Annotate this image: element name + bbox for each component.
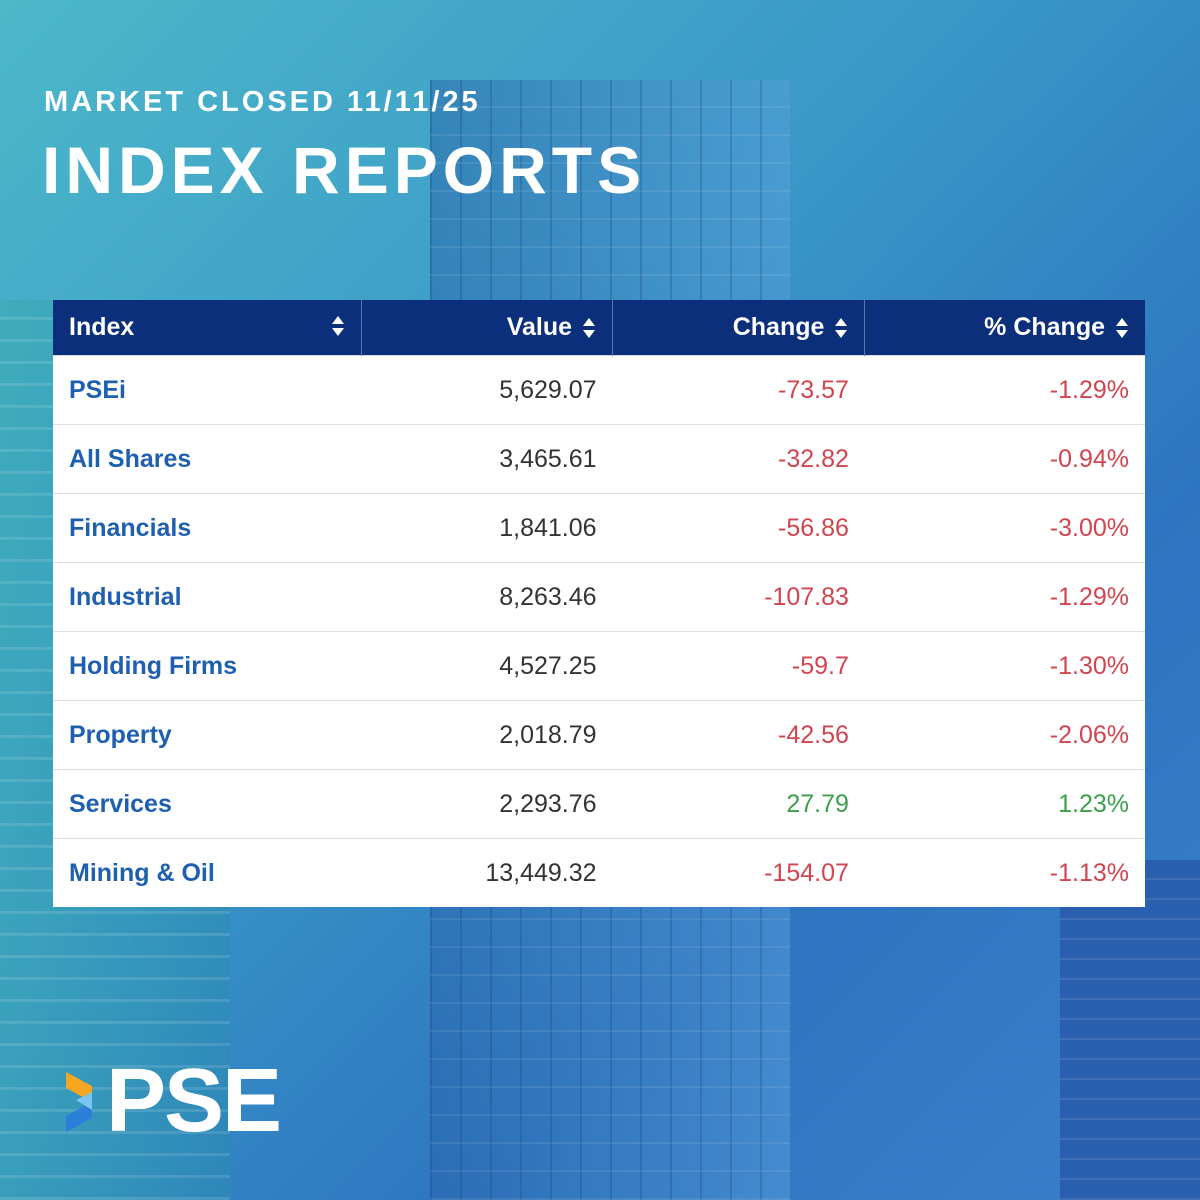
cell-value: -0.94% <box>864 424 1145 494</box>
index-name[interactable]: All Shares <box>53 424 362 494</box>
cell-value: 5,629.07 <box>361 355 613 425</box>
index-name[interactable]: Industrial <box>53 562 362 632</box>
subtitle: MARKET CLOSED 11/11/25 <box>44 86 481 118</box>
table-row: Holding Firms 4,527.25 -59.7 -1.30% <box>53 631 1145 701</box>
cell-value: -42.56 <box>612 700 865 770</box>
cell-value: 1.23% <box>864 769 1145 839</box>
index-name[interactable]: Financials <box>53 493 362 563</box>
table-row: Industrial 8,263.46 -107.83 -1.29% <box>53 562 1145 632</box>
column-label: Value <box>506 313 573 341</box>
header-row: Index Value Change % Change <box>53 300 1145 356</box>
column-header[interactable]: Index <box>53 300 362 356</box>
cell-value: -73.57 <box>612 355 865 425</box>
logo-mark <box>66 1071 92 1132</box>
cell-value: -1.29% <box>864 355 1145 425</box>
table-row: PSEi 5,629.07 -73.57 -1.29% <box>53 355 1145 425</box>
cell-value: -154.07 <box>612 838 865 907</box>
cell-value: -56.86 <box>612 493 865 563</box>
cell-value: -2.06% <box>864 700 1145 770</box>
column-label: Index <box>69 313 135 341</box>
cell-value: 4,527.25 <box>361 631 613 701</box>
sort-icon[interactable] <box>582 317 596 339</box>
column-header[interactable]: % Change <box>864 300 1145 356</box>
column-header[interactable]: Change <box>612 300 866 356</box>
cell-value: -32.82 <box>612 424 865 494</box>
table-row: Financials 1,841.06 -56.86 -3.00% <box>53 493 1145 563</box>
logo-text: PSE <box>106 1051 282 1151</box>
index-name[interactable]: Mining & Oil <box>53 838 362 907</box>
cell-value: 1,841.06 <box>361 493 613 563</box>
column-header[interactable]: Value <box>361 300 614 356</box>
column-label: Change <box>732 313 825 341</box>
cell-value: 2,018.79 <box>361 700 613 770</box>
cell-value: 8,263.46 <box>361 562 613 632</box>
sort-icon[interactable] <box>331 315 345 337</box>
sort-icon[interactable] <box>834 317 848 339</box>
cell-value: -1.13% <box>864 838 1145 907</box>
table-row: Property 2,018.79 -42.56 -2.06% <box>53 700 1145 770</box>
logo: PSE <box>62 1050 282 1153</box>
cell-value: 27.79 <box>612 769 865 839</box>
index-name[interactable]: Property <box>53 700 362 770</box>
cell-value: 3,465.61 <box>361 424 613 494</box>
cell-value: -1.30% <box>864 631 1145 701</box>
building <box>1060 860 1200 1200</box>
table-row: Mining & Oil 13,449.32 -154.07 -1.13% <box>53 838 1145 907</box>
index-name[interactable]: Services <box>53 769 362 839</box>
column-label: % Change <box>984 313 1105 341</box>
index-name[interactable]: PSEi <box>53 355 362 425</box>
cell-value: -1.29% <box>864 562 1145 632</box>
cell-value: 13,449.32 <box>361 838 613 907</box>
cell-value: -59.7 <box>612 631 865 701</box>
cell-value: -107.83 <box>612 562 865 632</box>
title: INDEX REPORTS <box>42 133 647 207</box>
index-table: Index Value Change % Change PSEi 5,629.07 -73.… <box>53 300 1145 907</box>
table-row: All Shares 3,465.61 -32.82 -0.94% <box>53 424 1145 494</box>
table-row: Services 2,293.76 27.79 1.23% <box>53 769 1145 839</box>
sort-icon[interactable] <box>1115 317 1129 339</box>
cell-value: -3.00% <box>864 493 1145 563</box>
index-name[interactable]: Holding Firms <box>53 631 362 701</box>
cell-value: 2,293.76 <box>361 769 613 839</box>
